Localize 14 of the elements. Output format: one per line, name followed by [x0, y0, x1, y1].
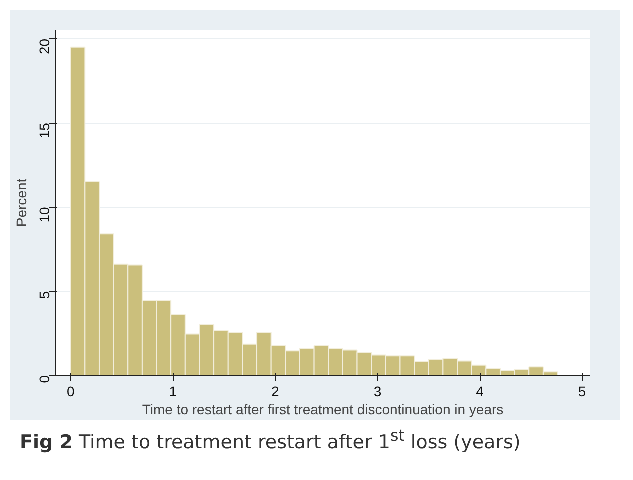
- caption: Fig 2 Time to treatment restart after 1$^{st}$ loss (years): [20, 425, 521, 456]
- x-tick-label: 1: [169, 384, 178, 400]
- y-tick-label: 20: [36, 38, 52, 54]
- y-tick-label: 15: [36, 122, 52, 139]
- x-tick-label: 0: [66, 384, 75, 400]
- y-axis-title: Percent: [14, 178, 30, 228]
- x-axis-title: Time to restart after first treatment discontinuation in years: [142, 402, 504, 418]
- x-tick-label: 3: [374, 384, 382, 400]
- x-tick-label: 4: [476, 384, 484, 400]
- y-tick-label: 5: [36, 291, 52, 300]
- y-tick-label: 10: [36, 206, 52, 223]
- x-tick-label: 5: [578, 384, 586, 400]
- x-tick-label: 2: [272, 384, 280, 400]
- y-tick-label: 0: [36, 375, 52, 384]
